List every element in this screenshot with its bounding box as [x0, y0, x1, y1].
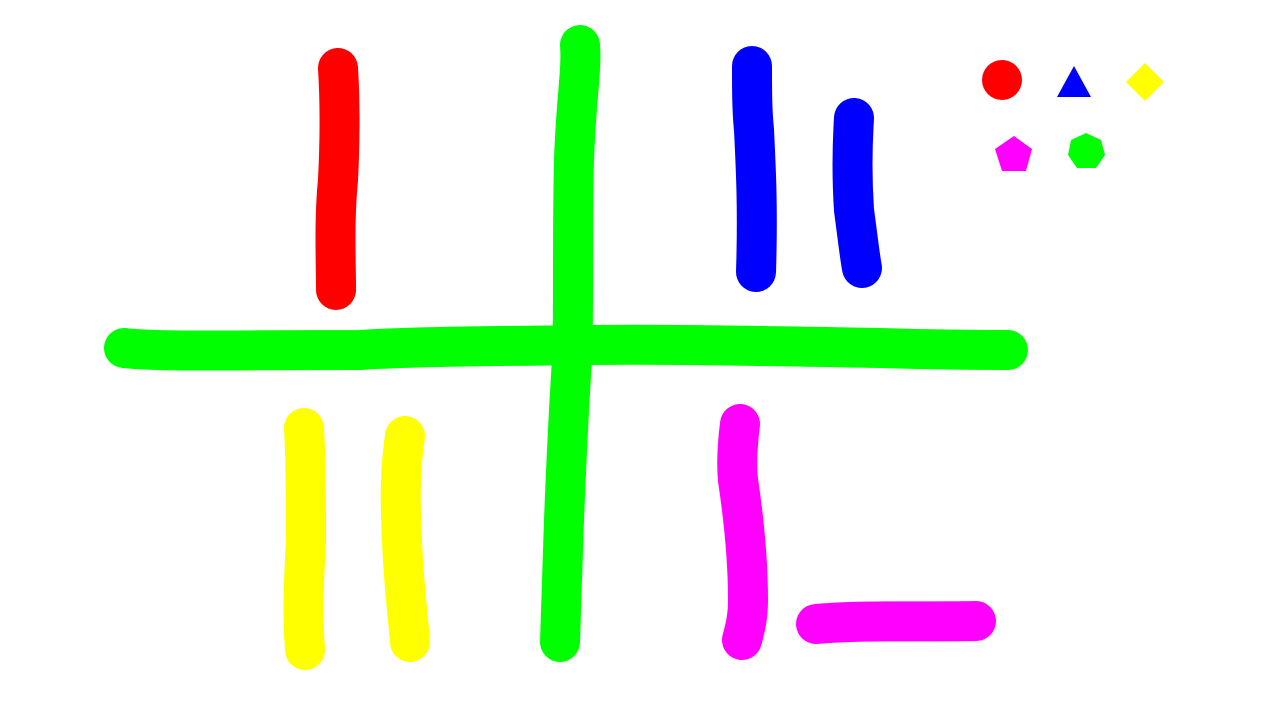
green-heptagon-icon[interactable] — [1068, 133, 1105, 168]
strokes-layer — [104, 25, 1028, 670]
shape-palette — [982, 60, 1164, 171]
blue-stroke-1[interactable] — [732, 46, 777, 292]
blue-stroke-2[interactable] — [832, 98, 882, 288]
red-circle-icon[interactable] — [982, 60, 1022, 100]
red-stroke[interactable] — [315, 48, 360, 310]
yellow-stroke-2[interactable] — [380, 416, 430, 662]
magenta-vertical-stroke[interactable] — [717, 404, 768, 660]
green-vertical-stroke[interactable] — [540, 25, 601, 662]
yellow-stroke-1[interactable] — [283, 408, 326, 670]
magenta-horizontal-stroke[interactable] — [796, 601, 996, 644]
magenta-pentagon-icon[interactable] — [995, 136, 1032, 171]
blue-triangle-icon[interactable] — [1057, 66, 1091, 97]
yellow-diamond-icon[interactable] — [1126, 63, 1164, 101]
